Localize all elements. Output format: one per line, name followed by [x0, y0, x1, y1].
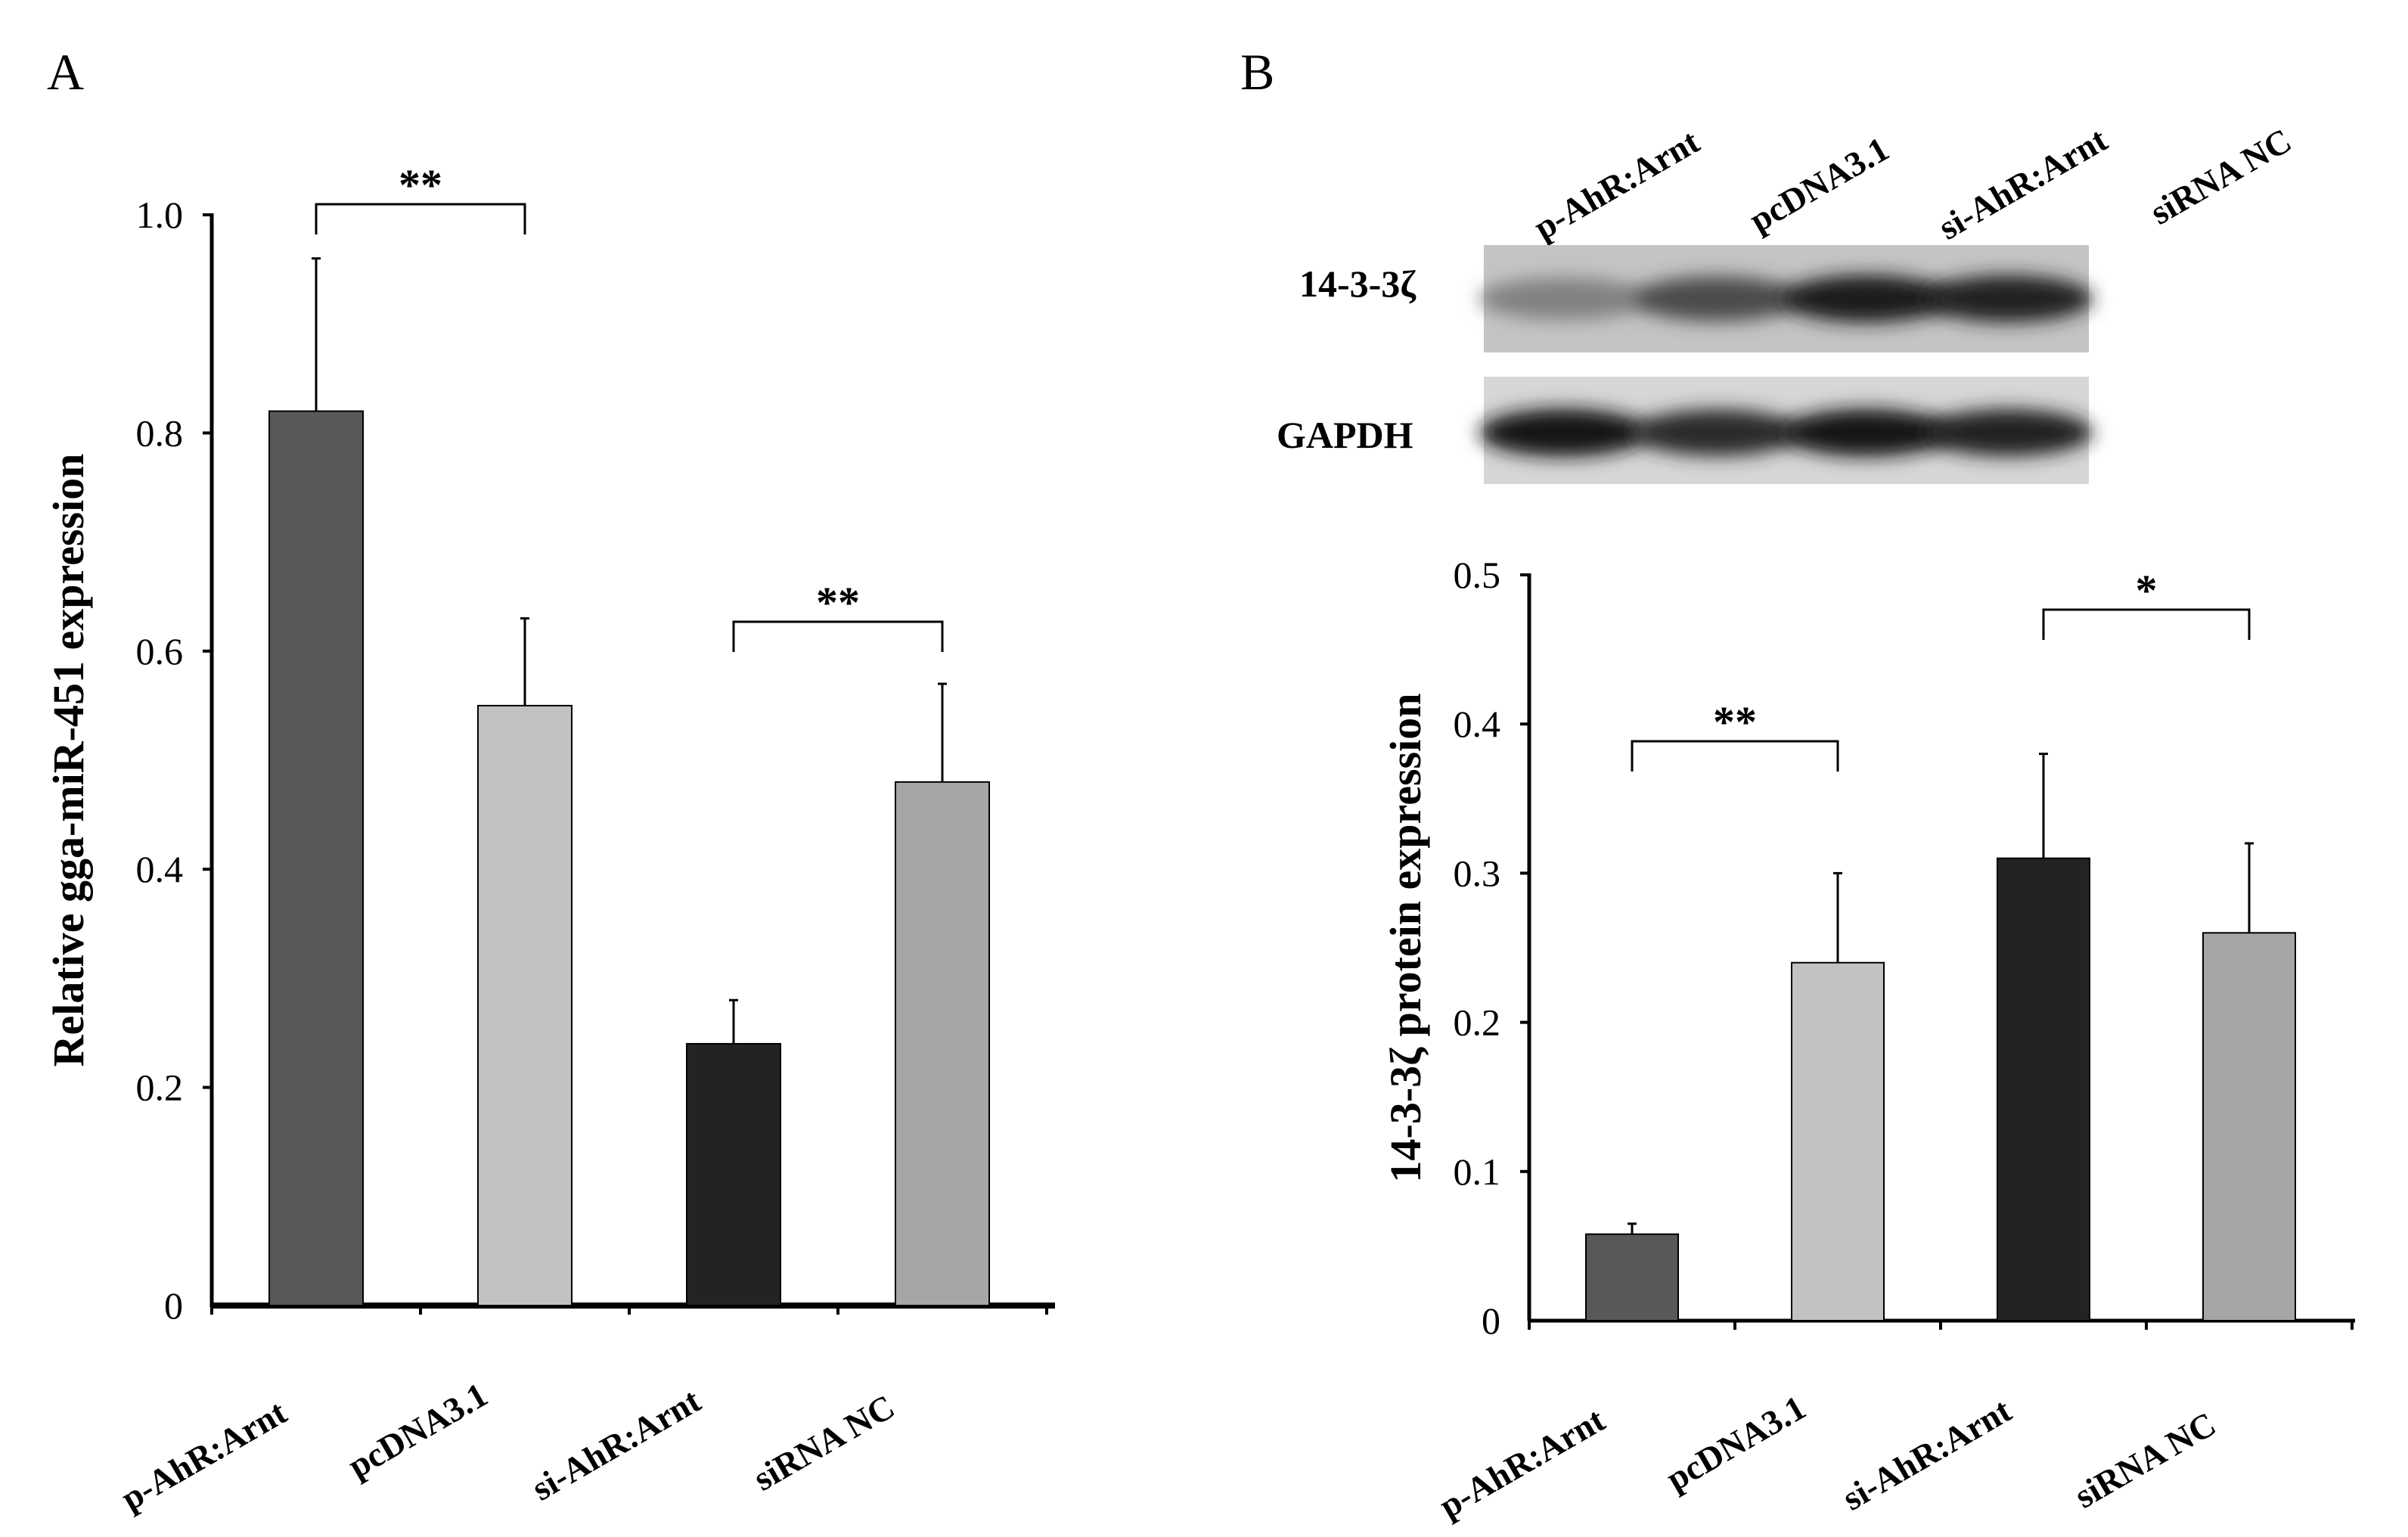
blot-band — [1782, 408, 1951, 457]
blot-lane-label: p-AhR:Arnt — [1528, 122, 1706, 247]
category-label: p-AhR:Arnt — [115, 1393, 293, 1518]
chart-a: 0 0.2 0.4 0.6 0.8 1.0 ** ** Relative gga-miR-4… — [44, 160, 1055, 1518]
category-labels-a: p-AhR:Arnt pcDNA3.1 si-AhR:Arnt siRNA NC — [115, 1375, 901, 1518]
blot-band — [1923, 408, 2093, 457]
category-label: si-AhR:Arnt — [1836, 1390, 2019, 1517]
y-tick-label: 0.4 — [1454, 703, 1501, 745]
y-tick-label: 0.1 — [1454, 1150, 1501, 1193]
panel-label-a: A — [47, 43, 84, 101]
bar — [477, 704, 573, 1306]
significance-bracket — [2042, 608, 2251, 640]
y-tick-label: 0.2 — [136, 1067, 184, 1109]
blot-lane-label: pcDNA3.1 — [1743, 129, 1895, 240]
panel-label-b: B — [1240, 43, 1274, 101]
y-axis-title-b: 14-3-3ζ protein expression — [1381, 694, 1430, 1183]
blot-lane-label: si-AhR:Arnt — [1932, 120, 2115, 247]
category-label: siRNA NC — [747, 1387, 901, 1498]
y-tick-label: 0 — [164, 1284, 183, 1327]
significance-label: ** — [1713, 697, 1757, 747]
significance-bracket — [315, 203, 526, 234]
bar — [686, 1042, 781, 1307]
blot-band — [1479, 278, 1649, 320]
y-tick-label: 0.4 — [136, 848, 184, 890]
western-blot: p-AhR:Arnt pcDNA3.1 si-AhR:Arnt siRNA NC… — [1277, 120, 2298, 484]
blot-lane-labels: p-AhR:Arnt pcDNA3.1 si-AhR:Arnt siRNA NC — [1528, 120, 2298, 247]
category-label: pcDNA3.1 — [1660, 1388, 1812, 1498]
chart-b: 00.10.20.30.40.5 *** 14-3-3ζ protein exp… — [1381, 554, 2355, 1526]
y-tick-label: 0.8 — [136, 411, 184, 454]
blot-band — [1632, 409, 1801, 456]
blot-band — [1923, 275, 2093, 323]
y-tick-label: 0 — [1482, 1299, 1500, 1342]
bar — [1997, 857, 2090, 1322]
blot-lane-label: siRNA NC — [2144, 121, 2298, 232]
y-tick-label: 0.6 — [136, 630, 184, 672]
y-tick-label: 1.0 — [136, 194, 184, 236]
y-tick-label: 0.3 — [1454, 852, 1501, 894]
significance-label: * — [2136, 566, 2158, 615]
y-axis-title-a: Relative gga-miR-451 expression — [44, 454, 93, 1067]
blot-band — [1782, 275, 1951, 323]
y-tick-label: 0.5 — [1454, 554, 1501, 596]
y-tick-label: 0.2 — [1454, 1001, 1501, 1044]
blot-row-label-gapdh: GAPDH — [1277, 414, 1413, 456]
bar — [1585, 1233, 1679, 1322]
category-label: siRNA NC — [2068, 1405, 2223, 1516]
bar — [1791, 961, 1885, 1321]
category-label: si-AhR:Arnt — [526, 1380, 708, 1508]
blot-band — [1479, 408, 1649, 457]
category-labels-b: p-AhR:Arnt pcDNA3.1 si-AhR:Arnt siRNA NC — [1433, 1388, 2223, 1526]
blot-band — [1632, 276, 1801, 321]
bar — [268, 410, 364, 1306]
bar — [895, 781, 990, 1306]
significance-bracket — [732, 620, 944, 652]
significance-label: ** — [399, 160, 442, 210]
category-label: p-AhR:Arnt — [1433, 1400, 1612, 1526]
significance-bracket — [1631, 740, 1839, 772]
blot-row-label-14-3-3: 14-3-3ζ — [1299, 262, 1417, 305]
bar — [2202, 932, 2296, 1321]
significance-label: ** — [816, 578, 860, 627]
category-label: pcDNA3.1 — [342, 1375, 494, 1486]
